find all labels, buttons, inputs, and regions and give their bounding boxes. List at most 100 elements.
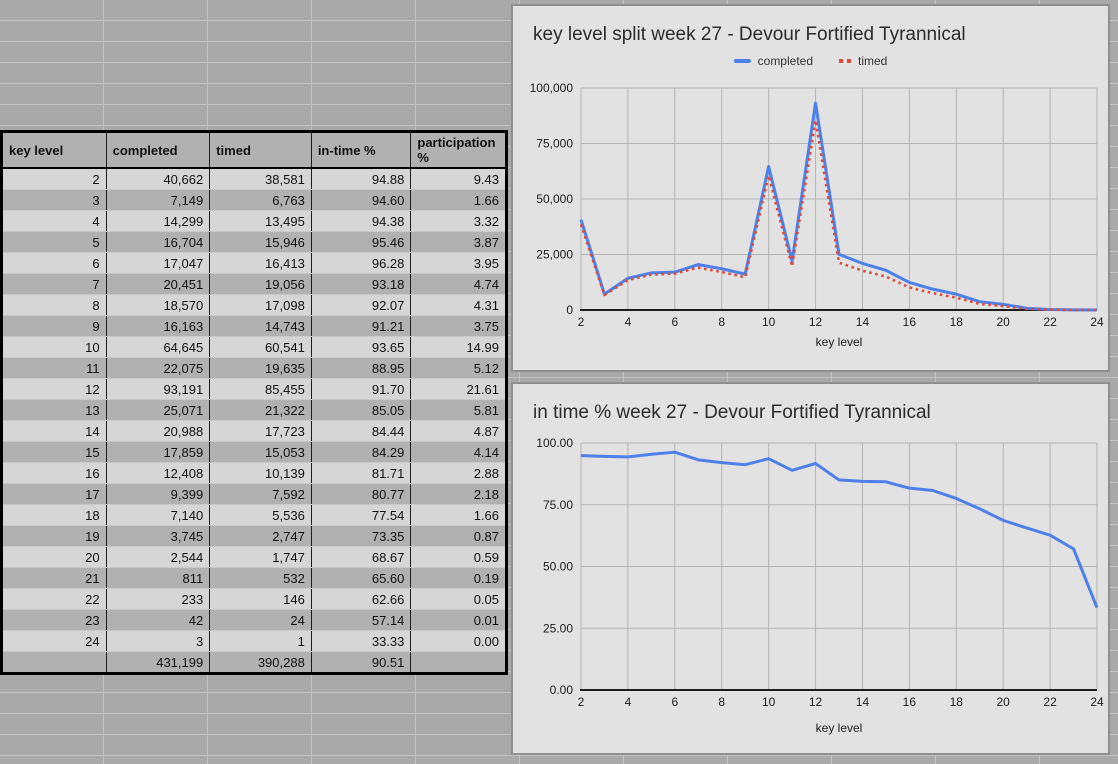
table-cell[interactable]: 20,988 <box>106 420 211 442</box>
table-cell[interactable]: 16,704 <box>106 231 211 253</box>
table-cell[interactable]: 11 <box>1 357 107 379</box>
table-cell[interactable] <box>1 651 107 674</box>
table-cell[interactable]: 7,149 <box>106 189 211 211</box>
table-cell[interactable]: 81.71 <box>311 462 412 484</box>
table-cell[interactable]: 91.70 <box>311 378 412 400</box>
table-cell[interactable]: 85.05 <box>311 399 412 421</box>
table-cell[interactable]: 3,745 <box>106 525 211 547</box>
table-cell[interactable]: 38,581 <box>209 168 312 190</box>
table-cell[interactable]: 19,056 <box>209 273 312 295</box>
table-cell[interactable]: 60,541 <box>209 336 312 358</box>
table-cell[interactable]: 16 <box>1 462 107 484</box>
table-cell[interactable]: 14,743 <box>209 315 312 337</box>
table-cell[interactable]: 65.60 <box>311 567 412 589</box>
table-cell[interactable]: 4.87 <box>410 420 507 442</box>
table-cell[interactable]: 0.05 <box>410 588 507 610</box>
header-timed[interactable]: timed <box>209 131 312 169</box>
table-cell[interactable]: 3.95 <box>410 252 507 274</box>
header-key-level[interactable]: key level <box>1 131 107 169</box>
table-cell[interactable]: 85,455 <box>209 378 312 400</box>
table-cell[interactable]: 233 <box>106 588 211 610</box>
table-cell[interactable]: 12,408 <box>106 462 211 484</box>
table-cell[interactable]: 4.14 <box>410 441 507 463</box>
table-cell[interactable]: 42 <box>106 609 211 631</box>
table-cell[interactable]: 3.32 <box>410 210 507 232</box>
table-cell[interactable]: 10,139 <box>209 462 312 484</box>
table-cell[interactable]: 3 <box>106 630 211 652</box>
table-cell[interactable]: 90.51 <box>311 651 412 674</box>
table-cell[interactable]: 4.74 <box>410 273 507 295</box>
table-cell[interactable]: 24 <box>1 630 107 652</box>
header-completed[interactable]: completed <box>106 131 211 169</box>
table-cell[interactable]: 80.77 <box>311 483 412 505</box>
table-cell[interactable]: 5 <box>1 231 107 253</box>
table-cell[interactable]: 2.88 <box>410 462 507 484</box>
table-cell[interactable]: 811 <box>106 567 211 589</box>
table-cell[interactable]: 68.67 <box>311 546 412 568</box>
table-cell[interactable]: 16,163 <box>106 315 211 337</box>
table-cell[interactable]: 12 <box>1 378 107 400</box>
header-in-time-pct[interactable]: in-time % <box>311 131 412 169</box>
table-cell[interactable]: 10 <box>1 336 107 358</box>
table-cell[interactable]: 2.18 <box>410 483 507 505</box>
table-cell[interactable]: 0.19 <box>410 567 507 589</box>
table-cell[interactable]: 21.61 <box>410 378 507 400</box>
table-cell[interactable]: 84.29 <box>311 441 412 463</box>
table-cell[interactable]: 0.01 <box>410 609 507 631</box>
table-cell[interactable]: 94.88 <box>311 168 412 190</box>
table-cell[interactable]: 15,946 <box>209 231 312 253</box>
table-cell[interactable]: 1.66 <box>410 189 507 211</box>
table-cell[interactable]: 16,413 <box>209 252 312 274</box>
table-cell[interactable]: 93,191 <box>106 378 211 400</box>
table-cell[interactable]: 2,544 <box>106 546 211 568</box>
table-cell[interactable]: 73.35 <box>311 525 412 547</box>
table-cell[interactable]: 7,140 <box>106 504 211 526</box>
table-cell[interactable]: 95.46 <box>311 231 412 253</box>
table-cell[interactable]: 17,859 <box>106 441 211 463</box>
table-cell[interactable]: 13,495 <box>209 210 312 232</box>
table-cell[interactable]: 5.12 <box>410 357 507 379</box>
table-cell[interactable]: 9,399 <box>106 483 211 505</box>
table-cell[interactable]: 4 <box>1 210 107 232</box>
table-cell[interactable]: 9 <box>1 315 107 337</box>
table-cell[interactable]: 13 <box>1 399 107 421</box>
table-cell[interactable]: 92.07 <box>311 294 412 316</box>
table-cell[interactable]: 64,645 <box>106 336 211 358</box>
table-cell[interactable]: 390,288 <box>209 651 312 674</box>
table-cell[interactable]: 93.65 <box>311 336 412 358</box>
table-cell[interactable]: 62.66 <box>311 588 412 610</box>
table-cell[interactable]: 9.43 <box>410 168 507 190</box>
table-cell[interactable]: 18,570 <box>106 294 211 316</box>
table-cell[interactable]: 7 <box>1 273 107 295</box>
table-cell[interactable]: 91.21 <box>311 315 412 337</box>
table-cell[interactable]: 21 <box>1 567 107 589</box>
table-cell[interactable]: 3 <box>1 189 107 211</box>
table-cell[interactable]: 3.87 <box>410 231 507 253</box>
table-cell[interactable]: 2,747 <box>209 525 312 547</box>
table-cell[interactable]: 431,199 <box>106 651 211 674</box>
table-cell[interactable]: 5,536 <box>209 504 312 526</box>
header-participation-pct[interactable]: participation % <box>410 131 507 169</box>
table-cell[interactable]: 17,723 <box>209 420 312 442</box>
table-cell[interactable]: 4.31 <box>410 294 507 316</box>
table-cell[interactable]: 6,763 <box>209 189 312 211</box>
table-cell[interactable]: 93.18 <box>311 273 412 295</box>
table-cell[interactable]: 23 <box>1 609 107 631</box>
table-cell[interactable]: 96.28 <box>311 252 412 274</box>
table-cell[interactable]: 24 <box>209 609 312 631</box>
table-cell[interactable]: 532 <box>209 567 312 589</box>
table-cell[interactable] <box>410 651 507 674</box>
table-cell[interactable]: 84.44 <box>311 420 412 442</box>
table-cell[interactable]: 146 <box>209 588 312 610</box>
table-cell[interactable]: 20,451 <box>106 273 211 295</box>
table-cell[interactable]: 2 <box>1 168 107 190</box>
table-cell[interactable]: 17,098 <box>209 294 312 316</box>
table-cell[interactable]: 6 <box>1 252 107 274</box>
table-cell[interactable]: 1.66 <box>410 504 507 526</box>
chart-panel-in-time-pct[interactable]: in time % week 27 - Devour Fortified Tyr… <box>511 382 1110 755</box>
table-cell[interactable]: 40,662 <box>106 168 211 190</box>
table-cell[interactable]: 14.99 <box>410 336 507 358</box>
table-cell[interactable]: 1,747 <box>209 546 312 568</box>
table-cell[interactable]: 0.87 <box>410 525 507 547</box>
